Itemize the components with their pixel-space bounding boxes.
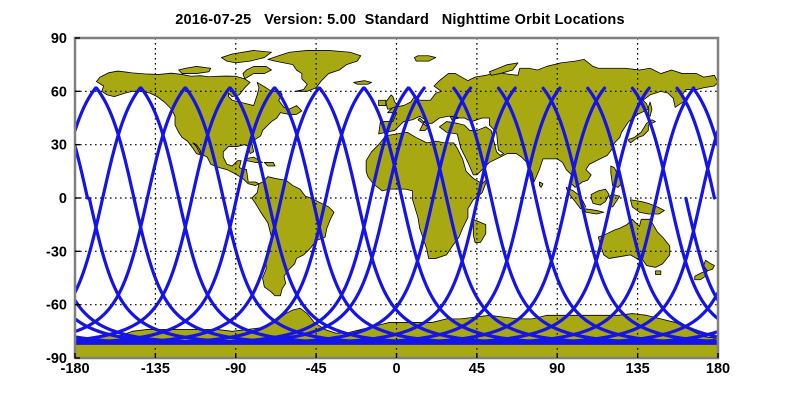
landmass-sri-lanka	[538, 181, 544, 188]
axis-tick-layer: -180 -135 -90 -45 0 45 90 135 180 -90 -60 -30 0 30 60 9…	[46, 31, 730, 377]
ytick-label-90: 90	[51, 31, 67, 47]
orbit-track-13-seg-2	[623, 196, 718, 338]
orbit-track-2-seg-1	[132, 86, 517, 345]
landmass-victoria-island	[178, 66, 212, 74]
orbit-track-5-seg-0	[273, 86, 315, 200]
orbit-track-7-seg-0	[362, 86, 404, 200]
orbit-track-3-seg-1	[177, 86, 562, 345]
landmass-north-america	[96, 70, 303, 186]
xtick-label-135: 135	[626, 361, 650, 377]
orbit-track-13-seg-0	[630, 86, 672, 200]
orbit-track-14-seg-2	[668, 196, 718, 321]
xtick-label--90: -90	[225, 361, 246, 377]
figure-title: 2016-07-25 Version: 5.00 Standard Nightt…	[175, 12, 625, 28]
landmass-britain	[385, 94, 399, 110]
landmass-iceland	[353, 80, 372, 85]
xtick-label--45: -45	[306, 361, 327, 377]
orbit-track-12-seg-2	[578, 196, 718, 344]
orbit-track-6-seg-0	[318, 86, 359, 200]
landmass-greenland	[267, 50, 362, 92]
landmass-ireland	[378, 99, 387, 106]
landmass-japan	[628, 119, 656, 144]
orbit-track-14-seg-1	[75, 86, 410, 345]
orbit-track-6-seg-1	[311, 86, 696, 345]
orbit-track-12-seg-1	[80, 86, 321, 345]
orbit-track-9-seg-0	[452, 86, 493, 200]
ytick-label-0: 0	[59, 191, 67, 207]
landmass-tasmania	[655, 270, 662, 275]
orbit-track-7-seg-1	[75, 86, 98, 132]
orbit-track-7-seg-2	[355, 129, 718, 345]
ytick-label--90: -90	[46, 351, 67, 367]
landmass-borneo	[590, 188, 610, 206]
orbit-track-11-seg-0	[541, 86, 583, 200]
orbit-track-12-seg-0	[586, 86, 627, 200]
orbit-track-14-seg-0	[675, 86, 717, 200]
landmass-madagascar	[472, 218, 487, 243]
orbit-track-4-seg-1	[221, 86, 607, 345]
landmass-australia	[597, 218, 671, 268]
orbit-track-11-seg-2	[534, 196, 716, 345]
orbit-track-0-seg-0	[75, 144, 90, 200]
ytick-label-30: 30	[51, 138, 67, 154]
landmass-hispaniola	[263, 162, 276, 167]
landmass-baffin	[242, 66, 272, 80]
landmass-svalbard	[413, 55, 437, 62]
orbit-track-8-seg-2	[400, 196, 718, 345]
orbit-track-4-seg-0	[228, 86, 270, 200]
orbit-track-8-seg-0	[407, 86, 449, 200]
orbit-track-13-seg-1	[75, 86, 366, 345]
orbit-track-8-seg-1	[75, 86, 142, 294]
orbit-track-1-seg-1	[87, 86, 473, 345]
orbit-track-2-seg-0	[139, 86, 181, 200]
orbit-track-0-seg-3	[684, 196, 718, 302]
orbit-track-3-seg-0	[184, 86, 225, 200]
landmass-java	[583, 208, 605, 215]
orbit-track-10-seg-2	[489, 196, 717, 345]
ytick-label--60: -60	[46, 298, 67, 314]
orbit-track-10-seg-0	[496, 86, 538, 200]
landmass-novaya-zemlya	[488, 62, 519, 76]
ytick-label-60: 60	[51, 84, 67, 100]
orbit-track-1-seg-0	[94, 86, 136, 200]
xtick-label--135: -135	[141, 361, 170, 377]
orbit-track-5-seg-1	[266, 86, 651, 345]
landmass-ellesmere	[221, 50, 272, 64]
landmass-nz-0	[61, 260, 72, 271]
xtick-label-180: 180	[706, 361, 730, 377]
orbit-track-9-seg-1	[75, 86, 187, 333]
orbit-track-11-seg-1	[77, 86, 276, 344]
xtick-label-0: 0	[392, 361, 400, 377]
landmass-new-guinea	[630, 199, 665, 215]
orbit-track-10-seg-1	[76, 86, 232, 342]
xtick-label--180: -180	[60, 361, 89, 377]
xtick-label-45: 45	[469, 361, 485, 377]
ytick-label--30: -30	[46, 244, 67, 260]
orbit-track-layer	[75, 86, 718, 345]
xtick-label-90: 90	[549, 361, 565, 377]
